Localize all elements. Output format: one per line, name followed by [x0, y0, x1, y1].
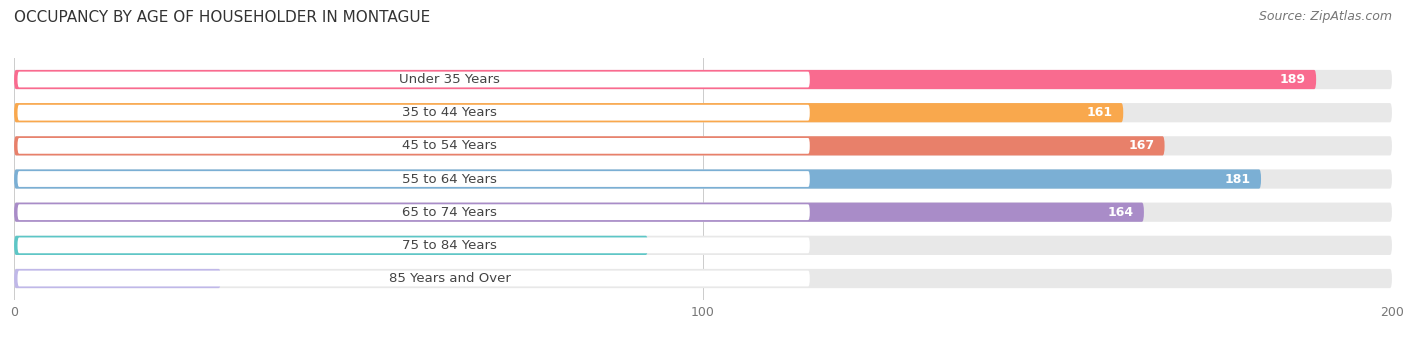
Text: Source: ZipAtlas.com: Source: ZipAtlas.com [1258, 10, 1392, 23]
Text: 181: 181 [1225, 173, 1251, 186]
FancyBboxPatch shape [14, 70, 1392, 89]
FancyBboxPatch shape [14, 136, 1392, 155]
Text: 35 to 44 Years: 35 to 44 Years [402, 106, 498, 119]
Text: 189: 189 [1279, 73, 1306, 86]
FancyBboxPatch shape [14, 269, 1392, 288]
Text: 65 to 74 Years: 65 to 74 Years [402, 206, 498, 219]
FancyBboxPatch shape [17, 237, 810, 253]
FancyBboxPatch shape [17, 105, 810, 121]
FancyBboxPatch shape [14, 70, 1316, 89]
Text: 45 to 54 Years: 45 to 54 Years [402, 139, 498, 152]
FancyBboxPatch shape [17, 72, 810, 87]
Text: 55 to 64 Years: 55 to 64 Years [402, 173, 498, 186]
FancyBboxPatch shape [14, 236, 1392, 255]
FancyBboxPatch shape [14, 203, 1392, 222]
FancyBboxPatch shape [14, 103, 1123, 122]
FancyBboxPatch shape [14, 236, 648, 255]
FancyBboxPatch shape [14, 103, 1392, 122]
Text: 85 Years and Over: 85 Years and Over [389, 272, 510, 285]
Text: 161: 161 [1087, 106, 1114, 119]
FancyBboxPatch shape [17, 271, 810, 286]
FancyBboxPatch shape [14, 136, 1164, 155]
FancyBboxPatch shape [14, 169, 1261, 189]
FancyBboxPatch shape [14, 269, 221, 288]
Text: 167: 167 [1128, 139, 1154, 152]
Text: 75 to 84 Years: 75 to 84 Years [402, 239, 498, 252]
FancyBboxPatch shape [17, 138, 810, 154]
Text: OCCUPANCY BY AGE OF HOUSEHOLDER IN MONTAGUE: OCCUPANCY BY AGE OF HOUSEHOLDER IN MONTA… [14, 10, 430, 25]
Text: 92: 92 [620, 239, 637, 252]
Text: 164: 164 [1108, 206, 1133, 219]
FancyBboxPatch shape [14, 169, 1392, 189]
FancyBboxPatch shape [17, 171, 810, 187]
Text: 30: 30 [193, 272, 211, 285]
Text: Under 35 Years: Under 35 Years [399, 73, 501, 86]
FancyBboxPatch shape [14, 203, 1144, 222]
FancyBboxPatch shape [17, 204, 810, 220]
